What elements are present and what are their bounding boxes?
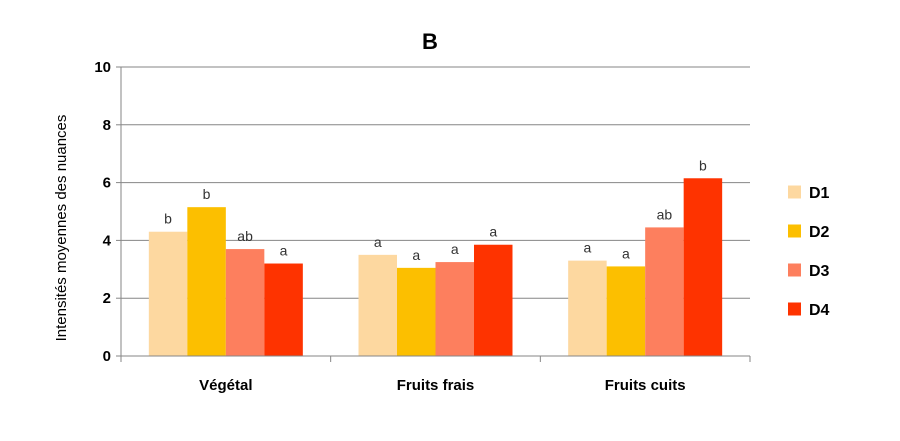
bar-significance-label: a (584, 240, 592, 256)
bar-significance-label: a (374, 234, 382, 250)
y-tick-label: 4 (103, 232, 112, 249)
y-axis-label: Intensités moyennes des nuances (53, 115, 70, 342)
legend-label: D1 (809, 185, 830, 202)
legend-label: D3 (809, 263, 830, 280)
bar-d3 (435, 262, 474, 356)
bar-significance-label: a (622, 245, 630, 261)
bar-significance-label: ab (237, 228, 253, 244)
legend-swatch-d1 (788, 185, 801, 199)
bar-d4 (264, 263, 303, 356)
y-tick-label: 8 (103, 117, 111, 134)
bar-d2 (187, 207, 226, 356)
y-tick-label: 6 (103, 175, 111, 192)
bar-d1 (358, 254, 397, 356)
y-tick-label: 2 (103, 290, 111, 307)
bar-d2 (397, 267, 436, 356)
bar-d2 (606, 266, 646, 356)
x-tick-labels: Végétal Fruits frais Fruits cuits (121, 355, 750, 394)
bar-d1 (568, 260, 607, 356)
bar-significance-label: b (699, 157, 707, 173)
bar-significance-label: a (412, 247, 420, 263)
bar-d4 (474, 244, 513, 356)
bar-d4 (683, 178, 723, 356)
y-tick-labels: 0 2 4 6 8 10 (94, 59, 111, 365)
y-tick-label: 0 (103, 348, 111, 365)
bars (148, 178, 723, 356)
bar-significance-label: ab (657, 206, 673, 222)
y-tick-label: 10 (94, 59, 111, 76)
bar-d3 (225, 249, 265, 356)
legend-swatch-d2 (788, 224, 801, 238)
bar-significance-label: b (164, 211, 172, 227)
bar-significance-label: a (489, 224, 497, 240)
legend-swatch-d4 (788, 302, 801, 316)
x-tick-label: Végétal (199, 377, 252, 394)
legend-swatch-d3 (788, 263, 801, 277)
legend: D1 D2 D3 D4 (788, 185, 830, 319)
chart-title: B (422, 29, 438, 54)
bar-d1 (148, 231, 188, 356)
data-labels: b b ab a a a a a a a ab b (164, 157, 707, 263)
bar-d3 (645, 227, 684, 356)
legend-label: D2 (809, 224, 830, 241)
bar-significance-label: a (280, 243, 288, 259)
x-tick-label: Fruits cuits (605, 377, 686, 394)
bar-significance-label: b (203, 186, 211, 202)
x-tick-label: Fruits frais (397, 377, 475, 394)
bar-significance-label: a (451, 241, 459, 257)
legend-label: D4 (809, 302, 830, 319)
